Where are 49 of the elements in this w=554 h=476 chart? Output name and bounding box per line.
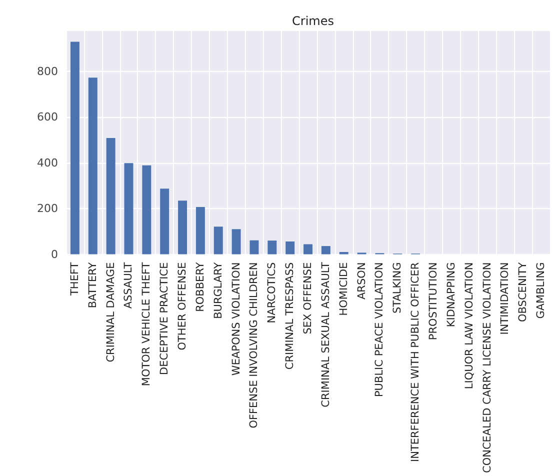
x-tick-label: LIQUOR LAW VIOLATION (463, 262, 476, 390)
y-tick-label: 400 (37, 156, 58, 170)
x-tick-label: DECEPTIVE PRACTICE (158, 262, 171, 375)
x-tick-label: CRIMINAL TRESPASS (284, 262, 296, 370)
bar (196, 206, 205, 254)
x-tick-label: ROBBERY (194, 262, 206, 312)
x-tick-label: WEAPONS VIOLATION (230, 262, 242, 376)
x-tick-label: KIDNAPPING (445, 262, 458, 328)
x-tick-label: ARSON (356, 262, 368, 300)
x-tick-label: PROSTITUTION (427, 262, 440, 340)
y-tick-label: 0 (51, 248, 58, 261)
y-tick-label: 200 (37, 202, 58, 216)
bar (214, 226, 223, 254)
x-tick-label: ASSAULT (122, 262, 135, 309)
chart-title: Crimes (292, 14, 334, 28)
bar (232, 229, 241, 254)
x-tick-label: BATTERY (86, 262, 99, 308)
x-tick-label: STALKING (392, 262, 404, 314)
x-tick-label: PUBLIC PEACE VIOLATION (374, 262, 386, 398)
bar (339, 252, 348, 254)
bar (88, 78, 98, 254)
bar (250, 240, 259, 254)
x-tick-label: MOTOR VEHICLE THEFT (140, 262, 153, 386)
x-tick-label: OTHER OFFENSE (176, 262, 189, 350)
bar (70, 42, 80, 254)
x-tick-label: INTIMIDATION (499, 262, 512, 335)
x-tick-label: CRIMINAL SEXUAL ASSAULT (320, 262, 332, 408)
x-tick-label: CONCEALED CARRY LICENSE VIOLATION (481, 262, 494, 474)
y-tick-label: 800 (37, 64, 58, 78)
x-tick-label: BURGLARY (212, 262, 224, 319)
x-tick-label: SEX OFFENSE (302, 262, 314, 334)
bar (286, 241, 295, 254)
x-tick-label: HOMICIDE (338, 262, 350, 316)
bar (124, 163, 134, 254)
bar (160, 188, 170, 254)
x-tick-label: OFFENSE INVOLVING CHILDREN (248, 262, 260, 428)
x-tick-label: INTERFERENCE WITH PUBLIC OFFICER (410, 262, 422, 462)
bar (321, 246, 330, 254)
x-tick-label: CRIMINAL DAMAGE (104, 262, 117, 362)
x-tick-label: THEFT (68, 262, 81, 296)
bar (106, 138, 116, 254)
x-tick-label: NARCOTICS (266, 262, 278, 324)
bar (142, 165, 152, 254)
x-tick-label: GAMBLING (535, 262, 548, 319)
x-tick-label: OBSCENITY (517, 262, 530, 322)
bar (268, 240, 277, 254)
bar (304, 244, 312, 254)
y-tick-label: 600 (37, 110, 58, 124)
bar (178, 200, 187, 254)
